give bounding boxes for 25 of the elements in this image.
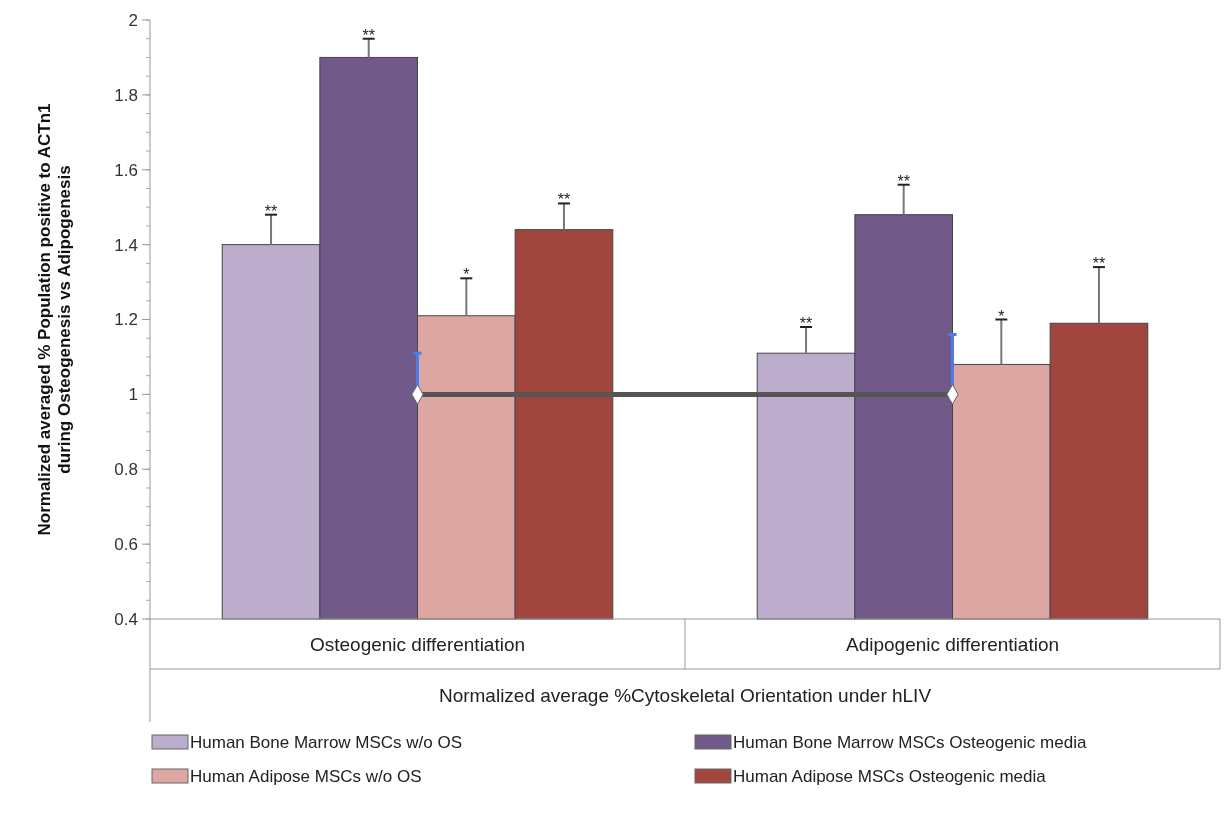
data-label: * xyxy=(463,266,470,284)
y-tick-label: 1.2 xyxy=(114,310,138,330)
x-tick-label: Osteogenic differentiation xyxy=(309,633,526,655)
legend-label: Human Adipose MSCs Osteogenic media xyxy=(733,766,1047,786)
data-label: ** xyxy=(897,172,910,190)
y-tick-label: 1.8 xyxy=(114,85,138,105)
legend-label: Human Adipose MSCs w/o OS xyxy=(190,766,422,786)
y-tick-label: 1.6 xyxy=(114,160,138,180)
x-tick-label: Adipogenic differentiation xyxy=(845,633,1060,655)
data-label: ** xyxy=(1092,255,1106,273)
y-tick-label: 0.6 xyxy=(114,535,138,555)
legend-label: Human Bone Marrow MSCs w/o OS xyxy=(190,732,463,752)
y-tick-label: 1.4 xyxy=(114,235,138,255)
y-tick-label: 0.4 xyxy=(114,609,138,629)
y-tick-label: 0.8 xyxy=(114,460,138,480)
data-label: ** xyxy=(799,314,813,332)
data-label: ** xyxy=(264,202,278,220)
data-label: ** xyxy=(362,26,375,44)
legend-label: Human Bone Marrow MSCs Osteogenic media xyxy=(733,732,1087,752)
y-tick-label: 1 xyxy=(128,385,138,405)
data-label: ** xyxy=(557,191,571,209)
x-axis-title: Normalized average %Cytoskeletal Orientation under hLIV xyxy=(438,685,932,707)
y-axis-title: Normalized averaged % Population positive to ACTn1 during Osteogenesis vs Adipogenesis xyxy=(34,103,75,536)
data-label: * xyxy=(998,307,1005,325)
y-tick-label: 2 xyxy=(128,10,138,30)
